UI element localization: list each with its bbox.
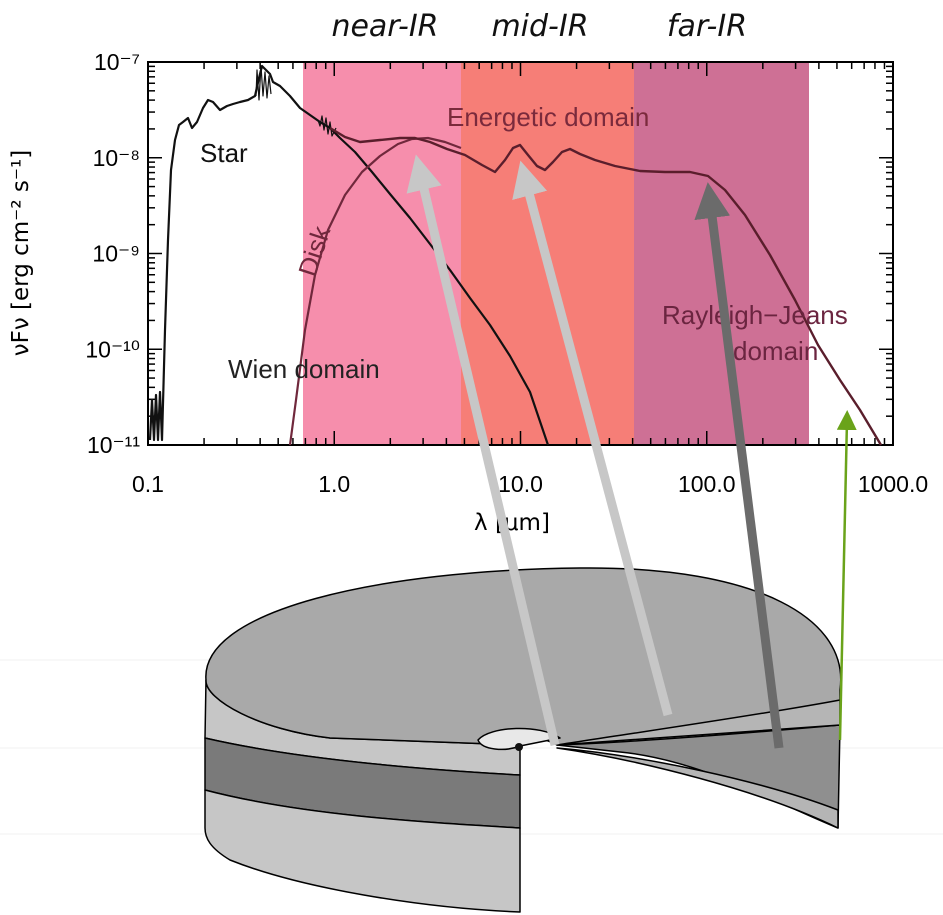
band-label-near-ir: near-IR: [331, 9, 438, 44]
series-star-noise: [255, 65, 337, 137]
y-tick-label: 10⁻¹⁰: [85, 336, 140, 362]
x-tick-label: 10.0: [498, 471, 543, 497]
x-tick-label: 1.0: [318, 471, 350, 497]
arrow-far-ir: [694, 182, 784, 749]
disk-front-layer-3: [204, 789, 521, 913]
x-axis-title: λ [μm]: [474, 510, 550, 536]
y-axis-title: νFν [erg cm⁻² s⁻¹]: [8, 150, 34, 356]
label-wien-domain: Wien domain: [228, 354, 380, 384]
band-label-mid-ir: mid-IR: [491, 9, 588, 44]
arrows: [406, 154, 857, 749]
disk-hole: [477, 727, 561, 751]
label-star: Star: [200, 138, 248, 168]
series-total-curve: [329, 126, 883, 446]
disk-wedge-cut-bottom: [556, 747, 839, 829]
disk-illustration: [204, 567, 842, 913]
x-tick-label: 0.1: [132, 471, 164, 497]
series-disk-curve: [288, 136, 462, 446]
axis-ticks: 0.1 1.0 10.0 100.0 1000.0 10⁻⁷ 10⁻⁸ 10⁻⁹ 10⁻¹⁰ 10…: [85, 49, 928, 497]
arrow-near-ir: [406, 154, 560, 747]
series-star-curve: [148, 64, 550, 446]
label-energetic-domain: Energetic domain: [447, 102, 649, 132]
y-tick-label: 10⁻¹¹: [87, 432, 140, 458]
band-far-ir: [634, 62, 809, 445]
y-tick-label: 10⁻⁷: [94, 49, 140, 75]
arrow-submm: [836, 410, 857, 741]
x-tick-label: 1000.0: [858, 471, 928, 497]
central-star-dot: [515, 743, 523, 751]
x-tick-label: 100.0: [678, 471, 736, 497]
y-tick-label: 10⁻⁹: [92, 241, 140, 267]
label-rayleigh-jeans-2: domain: [733, 336, 818, 366]
disk-wedge-cut-top: [556, 699, 841, 746]
label-rayleigh-jeans-1: Rayleigh−Jeans: [662, 300, 848, 330]
band-label-far-ir: far-IR: [667, 9, 747, 44]
y-tick-label: 10⁻⁸: [93, 145, 140, 171]
sed-curves: [148, 64, 883, 446]
arrow-mid-ir: [512, 160, 673, 717]
